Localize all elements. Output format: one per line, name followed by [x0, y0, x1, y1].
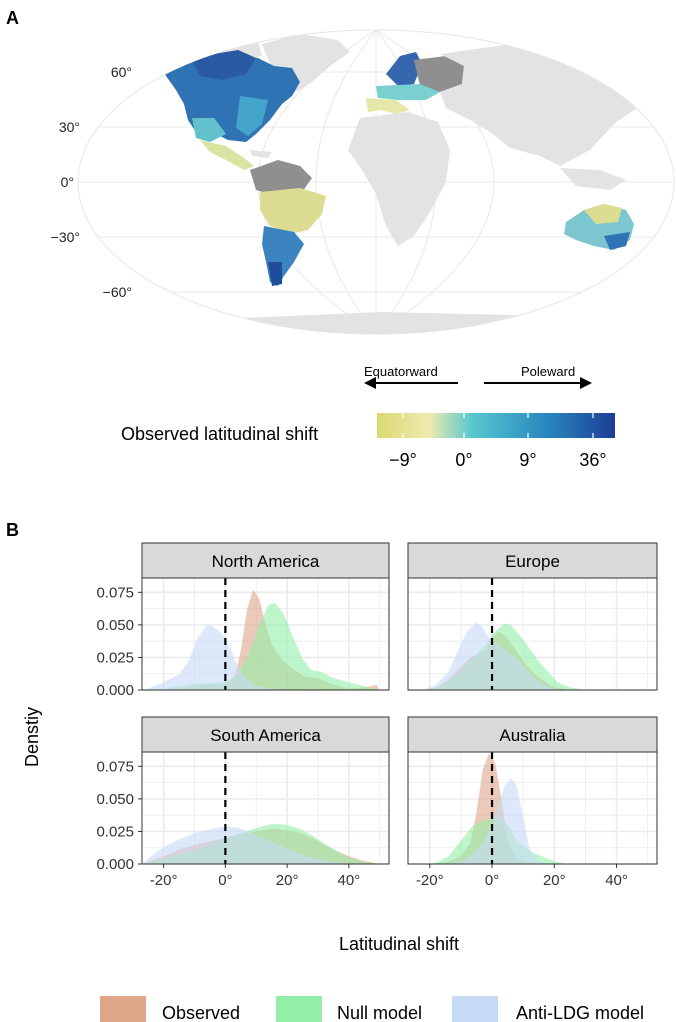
australia-southeast-shape [604, 232, 630, 250]
y-axis-title: Denstiy [22, 707, 42, 767]
colorbar-gradient [377, 413, 615, 438]
shift-direction-arrows: Equatorward Poleward [364, 364, 592, 389]
lat-label-minus60: −60° [103, 284, 132, 300]
equatorward-arrowhead-icon [364, 377, 376, 389]
facet-panel [408, 752, 657, 864]
central-america-shape [200, 140, 254, 170]
x-tick-label: 0° [485, 872, 499, 889]
colorbar: Observed latitudinal shift −9° 0° 9° 36° [121, 413, 615, 470]
colorbar-tick-label: 0° [455, 450, 472, 470]
x-tick-label: 40° [338, 872, 361, 889]
facet-strip [407, 716, 658, 753]
facet-title: Australia [499, 726, 566, 745]
facet-australia: Australia -20° 0° 20° 40° [407, 716, 658, 889]
colorbar-ticks [402, 413, 594, 438]
facet-title: North America [212, 552, 320, 571]
y-tick-label: 0.075 [96, 584, 134, 601]
land-masses [160, 34, 660, 334]
facets: North America 0.000 0.025 0.050 0.075 Europe S… [96, 542, 658, 889]
africa-shape [348, 112, 450, 246]
panel-a: A [6, 8, 675, 470]
lat-label-0: 0° [61, 174, 74, 190]
x-axis-title: Latitudinal shift [339, 934, 459, 954]
equatorward-label: Equatorward [364, 364, 438, 379]
caribbean-shape [250, 150, 272, 158]
colorbar-tick-label: 9° [519, 450, 536, 470]
lat-label-30: 30° [59, 119, 80, 135]
x-tick-label: 20° [276, 872, 299, 889]
facet-strip [141, 542, 390, 579]
facet-strip [141, 716, 390, 753]
scandinavia-shape [386, 52, 422, 86]
poleward-label: Poleward [521, 364, 575, 379]
central-europe-shape [376, 84, 440, 100]
density-area-anti-ldg-model [445, 778, 549, 864]
legend-label-null-model: Null model [337, 1003, 422, 1022]
x-tick-label: 0° [218, 872, 232, 889]
x-tick-label: -20° [416, 872, 444, 889]
russia-shape [414, 56, 464, 92]
density-area-anti-ldg-model [142, 826, 349, 864]
y-tick-label: 0.050 [96, 791, 134, 808]
facet-europe: Europe [407, 542, 658, 691]
x-tick-label: 40° [605, 872, 628, 889]
north-america-north-shape [190, 50, 256, 80]
y-tick-label: 0.025 [96, 823, 134, 840]
y-tick-label: 0.050 [96, 617, 134, 634]
south-america-brazil-shape [260, 188, 326, 234]
facet-border [141, 751, 390, 865]
legend-swatch-anti-ldg-model [452, 996, 498, 1022]
x-tick-label: 20° [543, 872, 566, 889]
southeast-asia-shape [560, 168, 626, 190]
legend-swatch-null-model [276, 996, 322, 1022]
southern-europe-shape [366, 98, 410, 114]
latitude-labels: 60° 30° 0° −30° −60° [51, 64, 132, 300]
legend-label-observed: Observed [162, 1003, 240, 1022]
australia-north-shape [584, 204, 622, 224]
legend-swatch-observed [100, 996, 146, 1022]
facet-border [141, 577, 390, 691]
poleward-arrowhead-icon [580, 377, 592, 389]
colorbar-title: Observed latitudinal shift [121, 424, 318, 444]
panel-a-label: A [6, 8, 19, 28]
x-tick-label: -20° [150, 872, 178, 889]
lat-label-60: 60° [111, 64, 132, 80]
lat-label-minus30: −30° [51, 229, 80, 245]
colorbar-tick-labels: −9° 0° 9° 36° [389, 450, 606, 470]
facet-border [407, 751, 658, 865]
facet-border [407, 577, 658, 691]
colorbar-tick-label: 36° [579, 450, 606, 470]
facet-title: Europe [505, 552, 560, 571]
density-area-observed [429, 753, 539, 864]
y-tick-label: 0.025 [96, 649, 134, 666]
panel-b-label: B [6, 520, 19, 540]
south-america-north-shape [250, 160, 312, 196]
world-map: 60° 30° 0° −30° −60° [51, 29, 675, 335]
us-southwest-shape [192, 118, 226, 142]
colorbar-tick-label: −9° [389, 450, 417, 470]
us-east-shape [236, 96, 268, 136]
legend-label-anti-ldg-model: Anti-LDG model [516, 1003, 644, 1022]
y-tick-label: 0.000 [96, 682, 134, 699]
y-tick-label: 0.075 [96, 758, 134, 775]
legend: Observed Null model Anti-LDG model [100, 996, 644, 1022]
facet-south-america: South America 0.000 0.025 0.050 0.075 -20° 0° 2… [96, 716, 390, 889]
density-area-null-model [148, 602, 380, 690]
facet-north-america: North America 0.000 0.025 0.050 0.075 [96, 542, 390, 699]
y-tick-label: 0.000 [96, 856, 134, 873]
patagonia-shape [268, 262, 282, 286]
panel-b: B Denstiy Latitudinal shift North Americ… [6, 520, 658, 954]
density-area-anti-ldg-model [142, 624, 288, 690]
facet-title: South America [210, 726, 321, 745]
